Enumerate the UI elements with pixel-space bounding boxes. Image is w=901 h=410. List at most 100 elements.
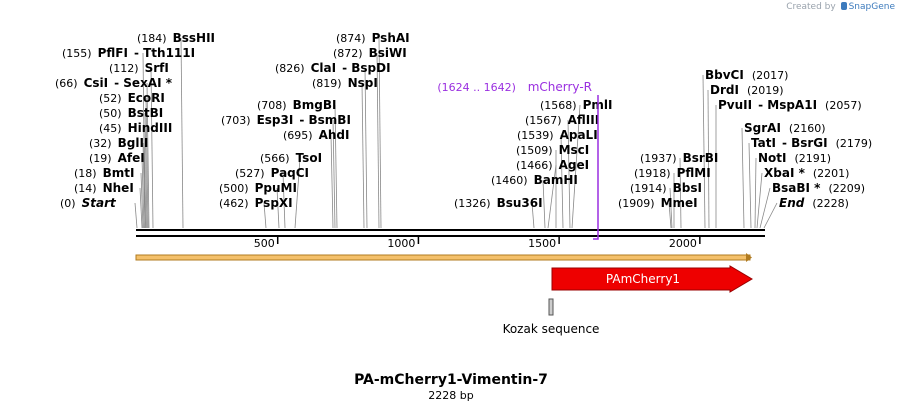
site-name: SgrAI [744, 121, 781, 135]
restriction-site-label[interactable]: (1539) ApaLI [517, 128, 598, 142]
site-leader-line [531, 202, 535, 229]
restriction-site-label[interactable]: (1937) BsrBI [640, 151, 718, 165]
restriction-site-label[interactable]: (826) ClaI - BspDI [275, 61, 391, 75]
site-leader-line [361, 82, 365, 229]
restriction-site-label[interactable]: DrdI (2019) [710, 83, 784, 97]
restriction-site-label[interactable]: (1914) BbsI [630, 181, 702, 195]
site-name: BsrBI [683, 151, 719, 165]
site-position: (1909) [618, 197, 655, 210]
site-position: (52) [99, 92, 122, 105]
site-position: (2209) [828, 182, 865, 195]
site-position: (19) [89, 152, 112, 165]
restriction-site-label[interactable]: (819) NspI [312, 76, 378, 90]
restriction-site-label[interactable]: (566) TsoI [260, 151, 322, 165]
site-leader-line [364, 67, 368, 229]
restriction-site-label[interactable]: (1460) BamHI [491, 173, 578, 187]
restriction-site-label[interactable]: (184) BssHII [137, 31, 215, 45]
site-leader-line [542, 179, 546, 229]
site-position: (2179) [836, 137, 873, 150]
restriction-site-label[interactable]: (527) PaqCI [235, 166, 309, 180]
restriction-site-label[interactable]: (1326) Bsu36I [454, 196, 543, 210]
ruler-tick-label: 1000 [387, 237, 415, 250]
restriction-site-label[interactable]: BbvCI (2017) [705, 68, 788, 82]
restriction-site-label[interactable]: (874) PshAI [336, 31, 410, 45]
restriction-site-label[interactable]: (1568) PmlI [540, 98, 612, 112]
site-position: (462) [219, 197, 249, 210]
site-position: (1568) [540, 99, 577, 112]
site-name: NspI [348, 76, 378, 90]
site-leader-line [143, 127, 147, 229]
site-leader-line [140, 172, 144, 229]
restriction-site-label[interactable]: (872) BsiWI [333, 46, 407, 60]
restriction-site-label[interactable]: (1918) PflMI [634, 166, 711, 180]
site-name: PflFI [98, 46, 128, 60]
feature-pamcherry1[interactable]: PAmCherry1 [551, 265, 753, 293]
restriction-site-label[interactable]: (1567) AflIII [525, 113, 599, 127]
site-leader-line [669, 187, 673, 229]
site-position: (184) [137, 32, 167, 45]
site-leader-line [378, 37, 382, 229]
site-name: MscI [559, 143, 590, 157]
site-leader-line [679, 157, 682, 229]
site-name: Bsu36I [497, 196, 543, 210]
restriction-site-label[interactable]: (50) BstBI [99, 106, 163, 120]
site-position: (112) [109, 62, 139, 75]
restriction-site-label[interactable]: SgrAI (2160) [744, 121, 825, 135]
restriction-site-label[interactable]: (18) BmtI [74, 166, 134, 180]
orf-bar[interactable] [135, 254, 751, 261]
restriction-site-label[interactable]: TatI - BsrGI (2179) [751, 136, 872, 150]
restriction-site-label[interactable]: (45) HindIII [99, 121, 172, 135]
restriction-site-label[interactable]: XbaI * (2201) [764, 166, 849, 180]
site-leader-line [376, 52, 380, 229]
restriction-site-label[interactable]: (1909) MmeI [618, 196, 698, 210]
site-name: AfeI [118, 151, 145, 165]
site-position: (2160) [789, 122, 826, 135]
restriction-site-label[interactable]: End (2228) [779, 196, 849, 210]
site-leader-line [332, 119, 336, 229]
site-name: ApaLI [560, 128, 598, 142]
site-leader-line [144, 112, 148, 229]
restriction-site-label[interactable]: (32) BglII [89, 136, 148, 150]
site-name: PflMI [677, 166, 711, 180]
restriction-site-label[interactable]: (695) AhdI [283, 128, 349, 142]
site-position: (872) [333, 47, 363, 60]
restriction-site-label[interactable]: NotI (2191) [758, 151, 831, 165]
site-name: CsiI [84, 76, 109, 90]
site-name: NotI [758, 151, 787, 165]
restriction-site-label[interactable]: BsaBI * (2209) [772, 181, 865, 195]
site-position: (1918) [634, 167, 671, 180]
restriction-site-label[interactable]: (1466) AgeI [516, 158, 589, 172]
restriction-site-label[interactable]: (66) CsiI - SexAI * [55, 76, 173, 90]
site-leader-line [756, 172, 763, 229]
site-extra-name: - SexAI * [114, 76, 173, 90]
restriction-site-label[interactable]: (708) BmgBI [257, 98, 336, 112]
restriction-site-label[interactable]: (19) AfeI [89, 151, 145, 165]
site-position: (695) [283, 129, 313, 142]
restriction-site-label[interactable]: (462) PspXI [219, 196, 293, 210]
site-extra-name: - BsmBI [299, 113, 351, 127]
restriction-site-label[interactable]: (112) SrfI [109, 61, 169, 75]
restriction-site-label[interactable]: (155) PflFI - Tth111I [62, 46, 195, 60]
restriction-site-label[interactable]: (1509) MscI [516, 143, 589, 157]
restriction-site-label[interactable]: (703) Esp3I - BsmBI [221, 113, 351, 127]
site-extra-name: - Tth111I [134, 46, 195, 60]
site-name: BmtI [103, 166, 135, 180]
site-position: (2191) [795, 152, 832, 165]
feature-pamcherry1-label: PAmCherry1 [606, 272, 680, 286]
restriction-site-label[interactable]: (0) Start [60, 196, 117, 210]
sequence-backbone [136, 229, 765, 237]
site-extra-name: - MspA1I [758, 98, 817, 112]
site-position: (2228) [812, 197, 849, 210]
site-name: PshAI [372, 31, 410, 45]
restriction-site-label[interactable]: (14) NheI [74, 181, 134, 195]
restriction-site-label[interactable]: (500) PpuMI [219, 181, 297, 195]
site-position: (1326) [454, 197, 491, 210]
site-leader-line [150, 67, 154, 229]
site-leader-line [741, 127, 745, 229]
feature-kozak-sequence[interactable]: Kozak sequence [503, 298, 600, 336]
primer-mcherry-r[interactable]: (1624 .. 1642) mCherry-R [437, 80, 599, 240]
restriction-site-label[interactable]: PvuII - MspA1I (2057) [718, 98, 862, 112]
restriction-site-label[interactable]: (52) EcoRI [99, 91, 165, 105]
site-leader-line [330, 134, 334, 229]
site-name: BsiWI [369, 46, 407, 60]
